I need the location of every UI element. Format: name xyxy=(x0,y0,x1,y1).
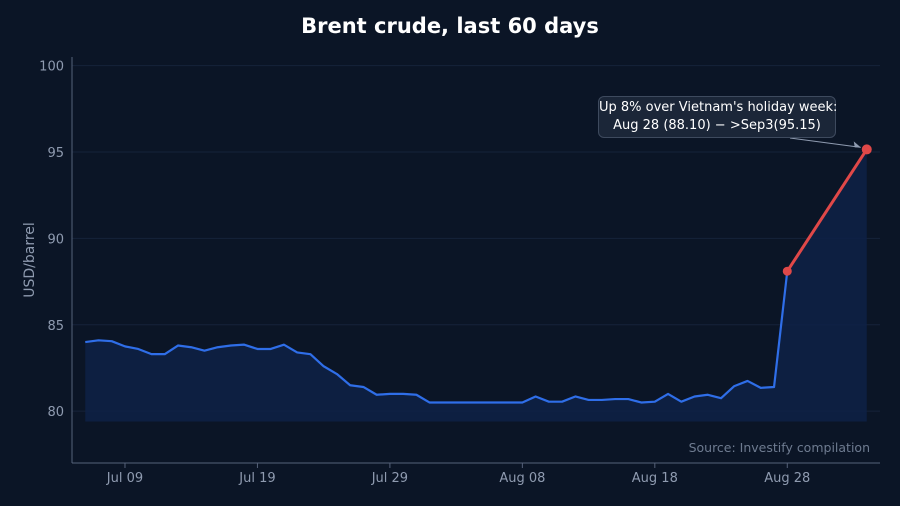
y-tick-label: 85 xyxy=(47,319,64,334)
highlight-point-start xyxy=(782,266,792,276)
x-tick-label: Aug 28 xyxy=(764,471,810,486)
annotation-line-1: Up 8% over Vietnam's holiday week: xyxy=(599,100,838,115)
x-tick-label: Aug 18 xyxy=(632,471,678,486)
x-tick-label: Jul 19 xyxy=(238,471,275,486)
x-tick-label: Jul 29 xyxy=(371,471,408,486)
annotation-arrow xyxy=(789,137,861,148)
annotation-arrowhead xyxy=(853,141,861,148)
x-tick-label: Jul 09 xyxy=(106,471,143,486)
x-tick-label: Aug 08 xyxy=(499,471,545,486)
highlight-point-end xyxy=(861,144,872,155)
series-line-highlight xyxy=(786,148,869,273)
y-tick-label: 90 xyxy=(47,232,64,247)
annotation-box: Up 8% over Vietnam's holiday week: Aug 2… xyxy=(598,96,838,138)
area-fill xyxy=(85,149,867,422)
y-tick-label: 80 xyxy=(47,405,64,420)
source-note: Source: Investify compilation xyxy=(688,440,870,455)
y-tick-label: 95 xyxy=(47,146,64,161)
annotation-line-2: Aug 28 (88.10) − >Sep3(95.15) xyxy=(613,118,821,133)
chart-title: Brent crude, last 60 days xyxy=(301,14,599,38)
series-line-price xyxy=(85,271,789,404)
y-tick-label: 100 xyxy=(39,60,64,75)
